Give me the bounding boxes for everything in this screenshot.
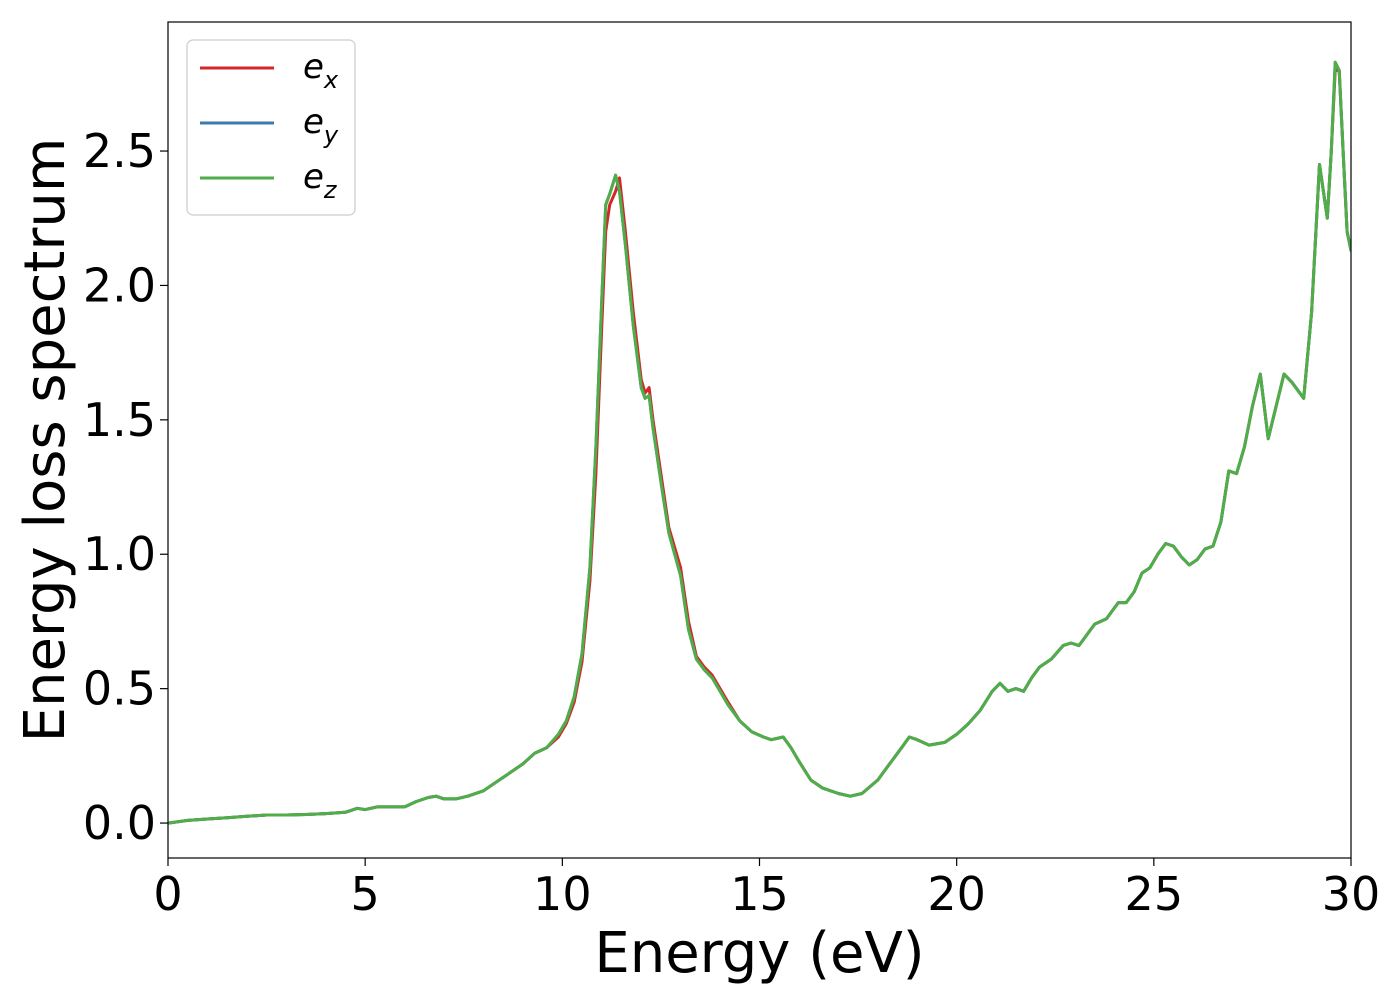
y-tick-label: 0.0 [83, 796, 156, 850]
y-tick-label: 2.5 [83, 124, 156, 178]
y-tick-label: 1.5 [83, 393, 156, 447]
x-tick-label: 10 [533, 867, 592, 921]
y-tick-label: 0.5 [83, 662, 156, 716]
y-axis-label: Energy loss spectrum [13, 138, 78, 743]
series-line-e-z [168, 60, 1351, 825]
x-tick-label: 20 [927, 867, 986, 921]
x-tick-label: 15 [730, 867, 789, 921]
x-axis-label: Energy (eV) [594, 921, 924, 986]
y-tick-label: 2.0 [83, 258, 156, 312]
x-tick-label: 0 [153, 867, 182, 921]
y-axis: 0.0 0.5 1.0 1.5 2.0 2.5 [83, 124, 168, 850]
x-axis: 0 5 10 15 20 25 30 [153, 858, 1380, 921]
y-tick-label: 1.0 [83, 527, 156, 581]
x-tick-label: 5 [351, 867, 380, 921]
x-tick-label: 30 [1322, 867, 1381, 921]
plot-area [168, 60, 1351, 825]
x-tick-label: 25 [1125, 867, 1184, 921]
legend-box [186, 39, 356, 216]
